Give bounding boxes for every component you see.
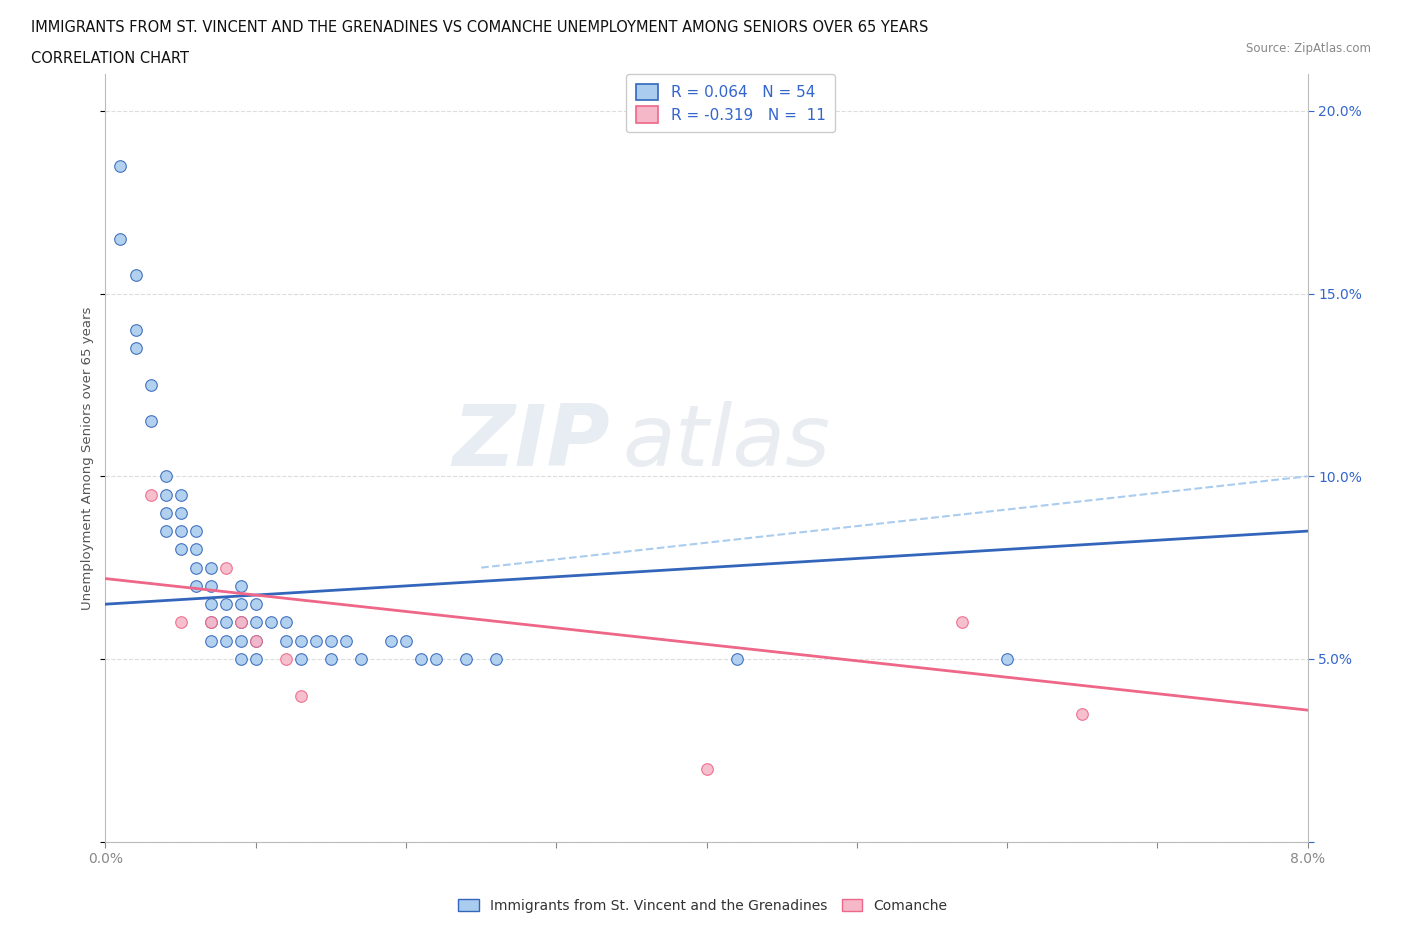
Point bbox=[319, 652, 342, 667]
Point bbox=[290, 633, 312, 648]
Point bbox=[155, 469, 177, 484]
Point bbox=[229, 615, 252, 630]
Point bbox=[1071, 707, 1094, 722]
Point bbox=[274, 615, 297, 630]
Point bbox=[380, 633, 402, 648]
Point bbox=[124, 341, 146, 356]
Point bbox=[335, 633, 357, 648]
Text: CORRELATION CHART: CORRELATION CHART bbox=[31, 51, 188, 66]
Point bbox=[485, 652, 508, 667]
Point bbox=[454, 652, 477, 667]
Point bbox=[200, 615, 222, 630]
Point bbox=[139, 378, 162, 392]
Point bbox=[110, 158, 132, 173]
Point bbox=[184, 560, 207, 575]
Point bbox=[214, 597, 236, 612]
Point bbox=[995, 652, 1018, 667]
Point bbox=[184, 578, 207, 593]
Point bbox=[200, 560, 222, 575]
Point bbox=[155, 505, 177, 520]
Text: Source: ZipAtlas.com: Source: ZipAtlas.com bbox=[1246, 42, 1371, 55]
Point bbox=[274, 652, 297, 667]
Point bbox=[169, 542, 191, 557]
Point bbox=[155, 524, 177, 538]
Point bbox=[409, 652, 432, 667]
Point bbox=[169, 487, 191, 502]
Legend: R = 0.064   N = 54, R = -0.319   N =  11: R = 0.064 N = 54, R = -0.319 N = 11 bbox=[627, 74, 835, 132]
Point bbox=[274, 633, 297, 648]
Point bbox=[395, 633, 418, 648]
Point bbox=[214, 615, 236, 630]
Point bbox=[319, 633, 342, 648]
Point bbox=[169, 524, 191, 538]
Point bbox=[124, 323, 146, 338]
Point bbox=[425, 652, 447, 667]
Point bbox=[260, 615, 283, 630]
Point bbox=[290, 688, 312, 703]
Point bbox=[305, 633, 328, 648]
Point bbox=[290, 652, 312, 667]
Legend: Immigrants from St. Vincent and the Grenadines, Comanche: Immigrants from St. Vincent and the Gren… bbox=[453, 894, 953, 919]
Point bbox=[229, 633, 252, 648]
Point bbox=[350, 652, 373, 667]
Point bbox=[214, 560, 236, 575]
Point bbox=[245, 633, 267, 648]
Text: IMMIGRANTS FROM ST. VINCENT AND THE GRENADINES VS COMANCHE UNEMPLOYMENT AMONG SE: IMMIGRANTS FROM ST. VINCENT AND THE GREN… bbox=[31, 20, 928, 35]
Point bbox=[184, 542, 207, 557]
Text: ZIP: ZIP bbox=[453, 401, 610, 485]
Point bbox=[245, 615, 267, 630]
Point bbox=[245, 597, 267, 612]
Point bbox=[696, 761, 718, 776]
Point bbox=[245, 633, 267, 648]
Point bbox=[229, 597, 252, 612]
Point bbox=[155, 487, 177, 502]
Point bbox=[229, 615, 252, 630]
Point bbox=[124, 268, 146, 283]
Point bbox=[200, 615, 222, 630]
Point bbox=[139, 487, 162, 502]
Point bbox=[214, 633, 236, 648]
Point bbox=[245, 652, 267, 667]
Point bbox=[200, 597, 222, 612]
Point bbox=[950, 615, 973, 630]
Point bbox=[200, 633, 222, 648]
Point bbox=[110, 232, 132, 246]
Point bbox=[139, 414, 162, 429]
Point bbox=[169, 505, 191, 520]
Point bbox=[229, 652, 252, 667]
Text: atlas: atlas bbox=[623, 401, 831, 485]
Point bbox=[229, 578, 252, 593]
Point bbox=[184, 524, 207, 538]
Point bbox=[725, 652, 748, 667]
Point bbox=[169, 615, 191, 630]
Y-axis label: Unemployment Among Seniors over 65 years: Unemployment Among Seniors over 65 years bbox=[82, 306, 94, 610]
Point bbox=[200, 578, 222, 593]
